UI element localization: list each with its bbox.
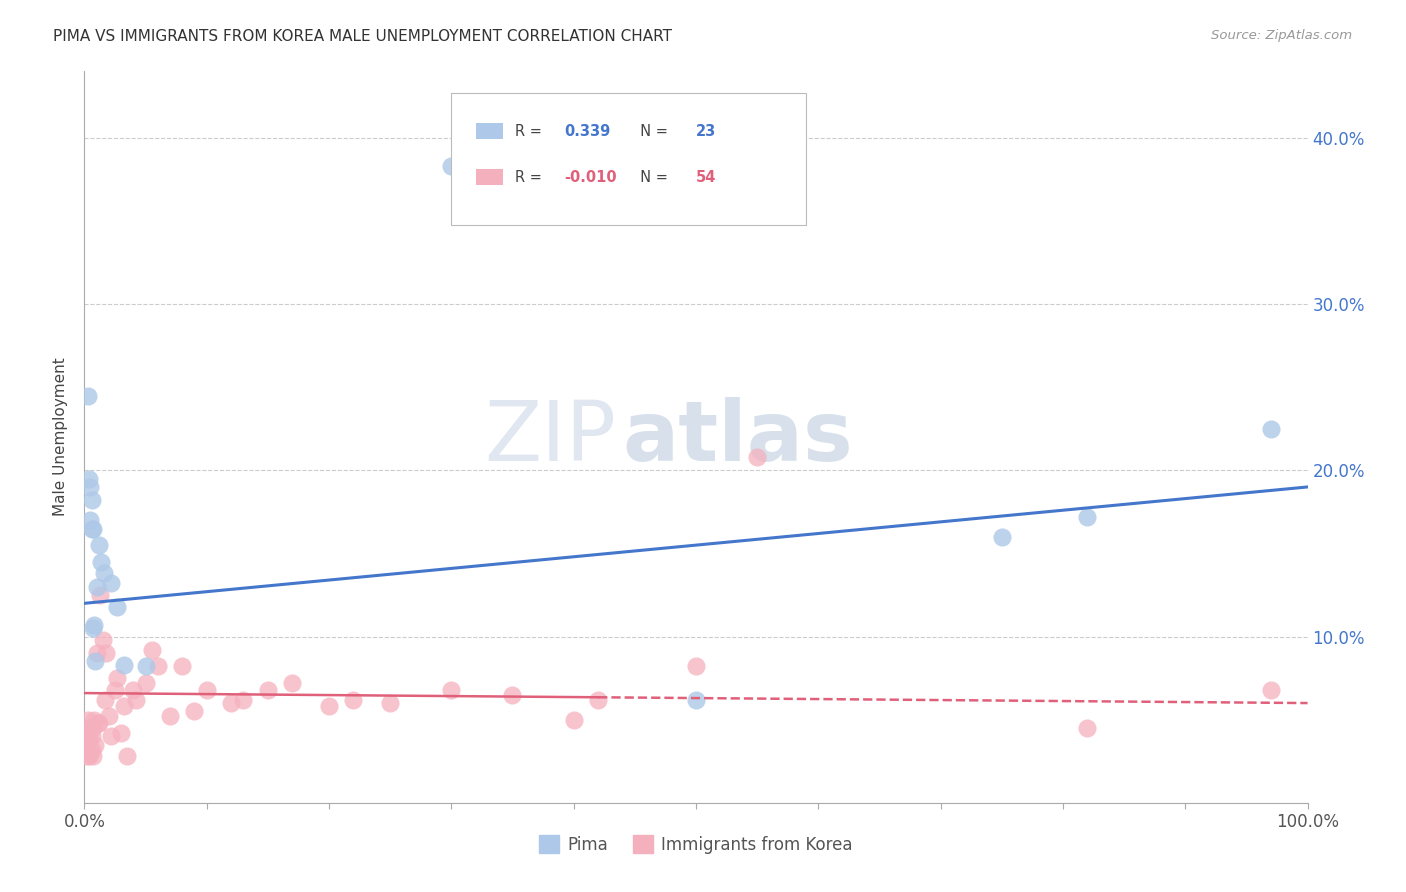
Point [82, 621, 104, 635]
Point [1260, 422, 1282, 436]
Text: 23: 23 [696, 124, 716, 139]
Point [79, 480, 101, 494]
Point [75, 732, 97, 747]
Point [82, 521, 104, 535]
Point [90, 555, 112, 569]
Point [122, 682, 145, 697]
Text: 54: 54 [696, 169, 716, 185]
Point [97, 709, 120, 723]
Point [77, 388, 100, 402]
Point [112, 657, 135, 672]
Point [100, 576, 122, 591]
FancyBboxPatch shape [451, 94, 806, 225]
Point [77, 732, 100, 747]
Text: -0.010: -0.010 [564, 169, 616, 185]
Point [83, 618, 105, 632]
Point [141, 643, 163, 657]
Text: R =: R = [515, 169, 547, 185]
Point [80, 521, 103, 535]
Point [86, 580, 108, 594]
Point [76, 729, 98, 743]
Point [342, 692, 364, 706]
Point [440, 682, 463, 697]
Point [232, 692, 254, 706]
Point [1076, 721, 1098, 735]
Point [747, 450, 769, 464]
Point [105, 599, 128, 614]
FancyBboxPatch shape [475, 169, 503, 186]
Point [318, 699, 340, 714]
Point [991, 530, 1014, 544]
Text: N =: N = [631, 124, 672, 139]
Point [172, 659, 194, 673]
Point [84, 655, 107, 669]
Point [1260, 682, 1282, 697]
Point [77, 713, 100, 727]
Point [83, 713, 105, 727]
Point [76, 749, 98, 764]
Point [87, 538, 110, 552]
Point [159, 709, 181, 723]
Point [685, 692, 707, 706]
Point [77, 472, 100, 486]
Text: Source: ZipAtlas.com: Source: ZipAtlas.com [1212, 29, 1353, 42]
Point [219, 696, 242, 710]
Text: ZIP: ZIP [485, 397, 616, 477]
Legend: Pima, Immigrants from Korea: Pima, Immigrants from Korea [533, 829, 859, 860]
Point [84, 738, 107, 752]
Point [380, 696, 402, 710]
Point [115, 749, 138, 764]
Point [562, 713, 585, 727]
Point [79, 721, 101, 735]
Text: PIMA VS IMMIGRANTS FROM KOREA MALE UNEMPLOYMENT CORRELATION CHART: PIMA VS IMMIGRANTS FROM KOREA MALE UNEMP… [53, 29, 672, 44]
Point [110, 726, 132, 740]
Point [79, 746, 101, 760]
Point [105, 671, 128, 685]
Point [195, 682, 218, 697]
Point [1076, 509, 1098, 524]
Point [440, 159, 463, 173]
Point [77, 742, 100, 756]
Point [135, 659, 157, 673]
Point [112, 699, 135, 714]
Point [80, 493, 103, 508]
Point [146, 659, 169, 673]
Point [87, 716, 110, 731]
Point [86, 646, 108, 660]
Point [100, 729, 122, 743]
Y-axis label: Male Unemployment: Male Unemployment [53, 358, 69, 516]
Point [104, 682, 127, 697]
FancyBboxPatch shape [475, 123, 503, 139]
Point [80, 742, 103, 756]
Point [89, 588, 111, 602]
Point [586, 692, 609, 706]
Point [502, 688, 524, 702]
Text: N =: N = [631, 169, 672, 185]
Point [82, 749, 104, 764]
Point [94, 692, 117, 706]
Point [685, 659, 707, 673]
Text: 0.339: 0.339 [564, 124, 610, 139]
Text: atlas: atlas [623, 397, 853, 477]
Text: R =: R = [515, 124, 547, 139]
Point [125, 692, 148, 706]
Point [77, 726, 100, 740]
Point [91, 632, 114, 647]
Point [257, 682, 280, 697]
Point [77, 749, 100, 764]
Point [183, 705, 205, 719]
Point [79, 513, 101, 527]
Point [281, 676, 304, 690]
Point [82, 721, 104, 735]
Point [80, 729, 103, 743]
Point [93, 566, 115, 581]
Point [96, 646, 118, 660]
Point [135, 676, 157, 690]
Point [87, 716, 110, 731]
